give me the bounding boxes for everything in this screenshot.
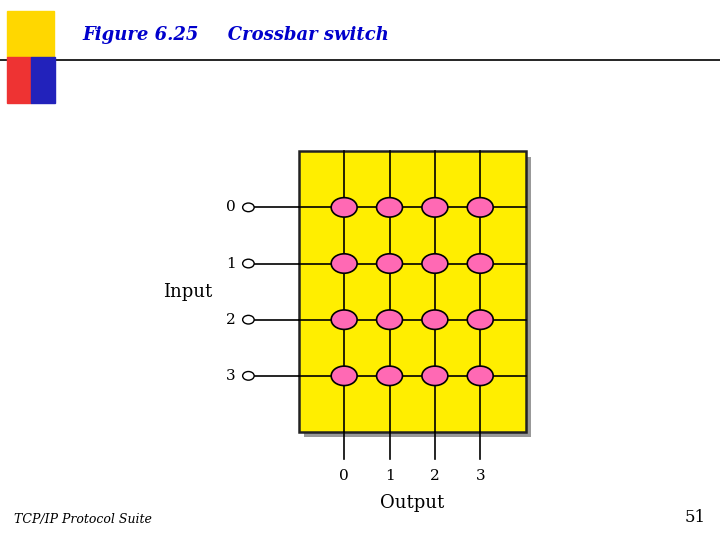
Text: 3: 3 [226, 369, 235, 383]
Text: 1: 1 [225, 256, 235, 271]
Circle shape [243, 259, 254, 268]
Circle shape [422, 198, 448, 217]
Circle shape [467, 254, 493, 273]
Text: 0: 0 [225, 200, 235, 214]
Bar [299, 151, 526, 432]
Bar [304, 157, 531, 437]
Circle shape [422, 366, 448, 386]
Text: 0: 0 [339, 469, 349, 483]
Bar [31, 57, 55, 103]
Text: Input: Input [163, 282, 212, 301]
Text: 2: 2 [430, 469, 440, 483]
Circle shape [422, 310, 448, 329]
Circle shape [243, 315, 254, 324]
Circle shape [243, 203, 254, 212]
Circle shape [377, 366, 402, 386]
Circle shape [467, 198, 493, 217]
Circle shape [331, 310, 357, 329]
Circle shape [331, 254, 357, 273]
Circle shape [331, 366, 357, 386]
Bar [7, 11, 54, 57]
Circle shape [467, 366, 493, 386]
Text: 3: 3 [475, 469, 485, 483]
Text: Output: Output [380, 494, 444, 512]
Circle shape [331, 198, 357, 217]
Circle shape [377, 254, 402, 273]
Circle shape [377, 310, 402, 329]
Bar [7, 57, 31, 103]
Circle shape [467, 310, 493, 329]
Text: Figure 6.25: Figure 6.25 [83, 26, 199, 44]
Text: 51: 51 [685, 510, 706, 526]
Circle shape [377, 198, 402, 217]
Circle shape [243, 372, 254, 380]
Text: Crossbar switch: Crossbar switch [209, 26, 389, 44]
Circle shape [422, 254, 448, 273]
Text: TCP/IP Protocol Suite: TCP/IP Protocol Suite [14, 514, 152, 526]
Text: 1: 1 [384, 469, 395, 483]
Text: 2: 2 [225, 313, 235, 327]
